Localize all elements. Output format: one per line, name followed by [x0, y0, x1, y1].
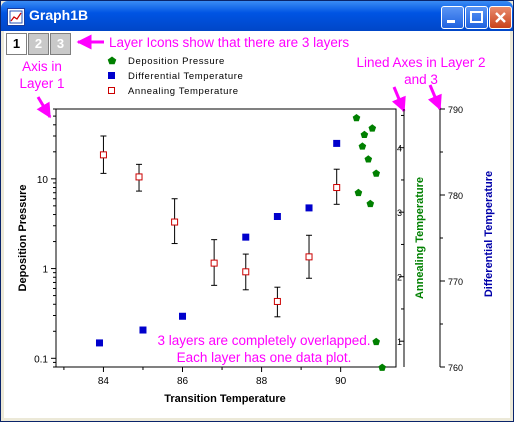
- deposition-pressure-point: [364, 155, 373, 163]
- x-tick-label: 88: [256, 376, 268, 387]
- maximize-icon: [470, 11, 483, 23]
- layer1-frame: [55, 108, 397, 368]
- legend-marker-differential: [108, 72, 115, 79]
- deposition-pressure-point: [354, 188, 363, 197]
- layer-icons-annotation: Layer Icons show that there are 3 layers: [109, 35, 350, 50]
- legend-label-differential: Differential Temperature: [128, 71, 243, 82]
- lined-axes-annotation-line2: and 3: [404, 72, 438, 87]
- x-axis-label: Transition Temperature: [164, 393, 285, 405]
- graph-page: 1 2 3 Layer Icons show that there are 3 …: [4, 31, 510, 418]
- deposition-pressure-point: [358, 142, 367, 150]
- layer-tab-3[interactable]: 3: [50, 33, 71, 55]
- deposition-pressure-point: [378, 363, 386, 371]
- y2-tick-label: 2: [397, 273, 402, 283]
- y-axis-label-layer2: Annealing Temperature: [414, 177, 426, 299]
- differential-temperature-point: [179, 312, 187, 320]
- legend-marker-deposition: [107, 56, 117, 65]
- differential-temperature-point: [273, 213, 281, 220]
- y2-tick-label: 1: [397, 337, 402, 347]
- deposition-pressure-point: [368, 124, 377, 132]
- layer-tab-2[interactable]: 2: [28, 33, 49, 55]
- arrow-to-layer2-axis: [391, 86, 406, 113]
- minimize-icon: [447, 20, 455, 23]
- close-icon: [495, 12, 506, 23]
- window-title: Graph1B: [29, 7, 89, 23]
- differential-temperature-point: [139, 326, 147, 334]
- annealing-temperature-point: [333, 184, 341, 192]
- deposition-pressure-point: [360, 130, 369, 138]
- annotation-arrows: [36, 34, 442, 119]
- annealing-temperature-point: [242, 268, 250, 276]
- differential-temperature-point: [305, 204, 313, 212]
- annealing-temperature-point: [273, 297, 281, 305]
- annealing-temperature-point: [135, 173, 143, 181]
- y2-tick-label: 4: [397, 144, 402, 154]
- legend-label-deposition: Deposition Pressure: [128, 56, 225, 67]
- y1-tick-label: 10: [37, 175, 49, 186]
- chart-axes: 84 86 88 90 0.1 1 10 1 2 3 4 760 770 780 790: [34, 105, 463, 387]
- y2-tick-label: 3: [397, 208, 402, 218]
- differential-temperature-point: [242, 233, 250, 241]
- y3-tick-label: 770: [448, 277, 463, 287]
- y3-tick-label: 790: [448, 105, 463, 115]
- title-bar[interactable]: Graph1B: [1, 1, 513, 31]
- annealing-temperature-point: [99, 151, 107, 159]
- lined-axes-annotation-line1: Lined Axes in Layer 2: [356, 55, 486, 70]
- arrow-to-layer3-axis: [427, 84, 442, 111]
- deposition-pressure-point: [352, 114, 361, 122]
- x-tick-label: 86: [177, 376, 189, 387]
- overlap-annotation-line2: Each layer has one data plot.: [176, 350, 352, 365]
- chart-marks: [95, 114, 386, 371]
- annealing-temperature-point: [305, 253, 313, 261]
- annealing-temperature-point: [171, 218, 179, 226]
- y1-tick-label: 0.1: [34, 354, 48, 365]
- deposition-pressure-point: [372, 337, 380, 346]
- arrow-to-left-axis: [36, 96, 52, 119]
- differential-temperature-point: [95, 339, 103, 347]
- layer-icons: 1 2 3: [6, 33, 72, 55]
- maximize-button[interactable]: [465, 6, 488, 29]
- deposition-pressure-point: [372, 169, 380, 177]
- minimize-button[interactable]: [441, 6, 464, 29]
- annealing-temperature-point: [210, 259, 218, 267]
- differential-temperature-point: [333, 139, 341, 147]
- x-tick-label: 84: [98, 376, 110, 387]
- axis-layer1-annotation-line2: Layer 1: [19, 76, 65, 91]
- graph-window-icon: [7, 8, 25, 26]
- y3-tick-label: 780: [448, 191, 463, 201]
- y-axis-label-layer1: Deposition Pressure: [17, 185, 29, 292]
- chart-legend: Deposition Pressure Differential Tempera…: [107, 56, 243, 97]
- x-tick-label: 90: [335, 376, 347, 387]
- deposition-pressure-point: [366, 199, 375, 208]
- axis-layer1-annotation-line1: Axis in: [22, 59, 62, 74]
- y1-tick-label: 1: [42, 265, 48, 276]
- overlap-annotation-line1: 3 layers are completely overlapped.: [157, 333, 371, 348]
- legend-label-annealing: Annealing Temperature: [128, 86, 239, 97]
- legend-marker-annealing: [108, 87, 115, 94]
- y-axis-label-layer3: Differential Temperature: [483, 171, 495, 297]
- y3-tick-label: 760: [448, 363, 463, 373]
- layer-tab-1[interactable]: 1: [6, 33, 27, 55]
- chart-area: Deposition Pressure Differential Tempera…: [17, 34, 495, 405]
- close-button[interactable]: [489, 6, 512, 29]
